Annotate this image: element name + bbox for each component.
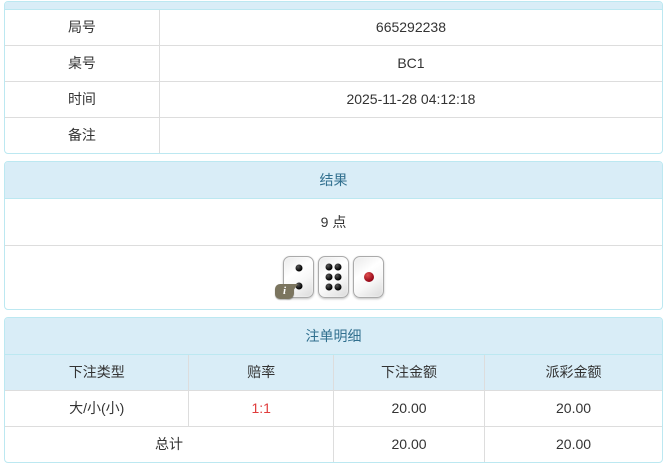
odds-value: 1:1 [188, 390, 334, 427]
time-value: 2025-11-28 04:12:18 [158, 81, 662, 118]
round-id-label: 局号 [67, 19, 96, 35]
bet-details-panel: 注单明细 下注类型 赔率 下注金额 派彩金额 大/小(小) 1:1 20.00 … [4, 317, 663, 463]
die-pip [295, 264, 302, 272]
info-tooltip-icon[interactable]: i [275, 284, 298, 299]
bet-amount-value: 20.00 [332, 390, 485, 427]
result-points-text: 9 点 [5, 199, 662, 246]
panel-heading-strip [5, 2, 662, 10]
table-row: 时间 2025-11-28 04:12:18 [5, 81, 662, 118]
total-payout-amount: 20.00 [484, 426, 662, 462]
payout-amount-value: 20.00 [484, 390, 662, 427]
dice-group: i [275, 256, 386, 299]
die-face-6 [318, 256, 349, 298]
die-pip [334, 273, 342, 281]
table-id-value: BC1 [158, 45, 662, 82]
col-header-bet-type: 下注类型 [5, 355, 189, 391]
result-panel-title: 结果 [5, 162, 662, 199]
col-header-bet-amount: 下注金额 [332, 355, 485, 391]
bet-details-title: 注单明细 [5, 318, 662, 355]
total-bet-amount: 20.00 [332, 426, 485, 462]
bet-row: 大/小(小) 1:1 20.00 20.00 [5, 390, 662, 427]
dice-row: i [5, 246, 662, 309]
die-pip [295, 282, 302, 290]
time-label: 时间 [5, 81, 160, 118]
remark-value [158, 117, 662, 153]
total-label: 总计 [5, 426, 334, 462]
game-info-table: 局号 665292238 桌号 BC1 时间 2025-11-28 04:12:… [5, 10, 662, 153]
table-row: 备注 [5, 117, 662, 153]
die-pip [325, 273, 333, 281]
die-pip [334, 283, 342, 291]
table-id-label: 桌号 [5, 45, 160, 82]
table-row: 桌号 BC1 [5, 45, 662, 82]
result-panel: 结果 9 点 i [4, 161, 663, 310]
die-pip [325, 263, 333, 271]
col-header-odds: 赔率 [188, 355, 334, 391]
game-info-panel: 局号 665292238 桌号 BC1 时间 2025-11-28 04:12:… [4, 1, 663, 154]
die-face-1 [353, 256, 384, 298]
die-pip [325, 283, 333, 291]
die-pip [363, 272, 374, 282]
col-header-payout-amount: 派彩金额 [484, 355, 662, 391]
die-pip [334, 263, 342, 271]
bet-details-table: 下注类型 赔率 下注金额 派彩金额 大/小(小) 1:1 20.00 20.00… [5, 355, 662, 462]
round-id-value: 665292238 [158, 10, 662, 46]
remark-label: 备注 [5, 117, 160, 153]
table-row: 局号 665292238 [5, 10, 662, 46]
bet-type-value: 大/小(小) [5, 390, 189, 427]
total-row: 总计 20.00 20.00 [5, 426, 662, 462]
bet-table-header-row: 下注类型 赔率 下注金额 派彩金额 [5, 355, 662, 391]
